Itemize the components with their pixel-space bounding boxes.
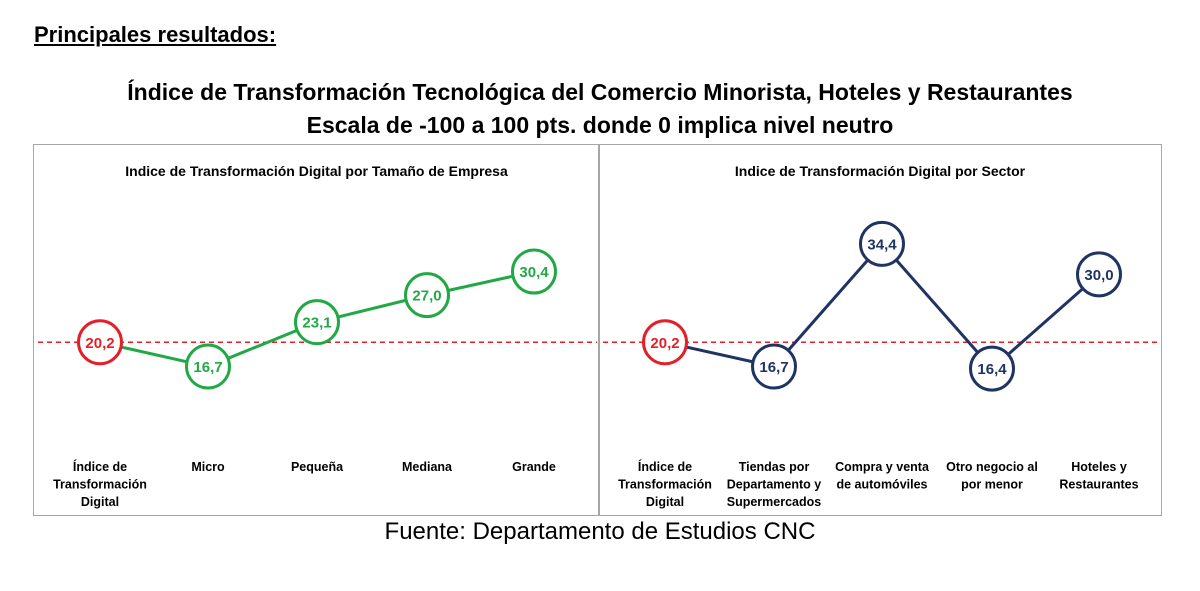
size-point-4: [511, 248, 557, 295]
size-point-3: [404, 272, 450, 319]
main-title-line1: Índice de Transformación Tecnológica del…: [127, 79, 1073, 105]
chart-panel-size: Indice de Transformación Digital por Tam…: [33, 144, 600, 516]
sector-point-1: [751, 343, 797, 390]
size-value-label-3: 27,0: [412, 288, 441, 305]
sector-point-0: [642, 319, 688, 366]
size-value-label-2: 23,1: [302, 315, 331, 332]
sector-point-2: [859, 220, 905, 267]
size-category-label-4: Grande: [512, 460, 556, 474]
size-value-label-0: 20,2: [85, 335, 114, 352]
size-category-label-3: Mediana: [402, 460, 453, 474]
sector-value-label-4: 30,0: [1084, 267, 1113, 284]
size-value-label-4: 30,4: [519, 264, 549, 281]
sector-point-3: [969, 345, 1015, 392]
source-note: Fuente: Departamento de Estudios CNC: [384, 518, 816, 545]
sector-category-label-0: Índice de Transformación Digital: [618, 459, 712, 509]
sector-value-label-0: 20,2: [650, 335, 679, 352]
size-point-1: [185, 343, 231, 390]
sector-value-label-2: 34,4: [867, 236, 897, 253]
sector-category-label-1: Tiendas por Departamento y Supermercados: [727, 460, 822, 509]
size-category-label-2: Pequeña: [291, 460, 344, 474]
sector-point-4: [1076, 251, 1122, 298]
chart-size-svg: 20,2 16,7 23,1 27,0 30,4 Índice de Transformac…: [38, 248, 597, 509]
chart-sector-svg: 20,2 16,7 34,4 16,4 30,0 Índice de Transformac…: [603, 220, 1159, 509]
sector-value-label-3: 16,4: [977, 361, 1007, 378]
size-category-label-0: Índice de Transformación Digital: [53, 459, 147, 509]
size-category-label-1: Micro: [191, 460, 225, 474]
sector-value-label-1: 16,7: [759, 359, 788, 376]
size-point-2: [294, 299, 340, 346]
sector-category-label-2: Compra y venta de automóviles: [835, 460, 930, 492]
section-heading: Principales resultados:: [34, 22, 277, 47]
chart-panel-sector: Indice de Transformación Digital por Sec…: [598, 144, 1162, 516]
sector-category-label-4: Hoteles y Restaurantes: [1059, 460, 1138, 492]
sector-category-label-3: Otro negocio al por menor: [946, 460, 1038, 492]
main-title-line2: Escala de -100 a 100 pts. donde 0 implic…: [306, 112, 894, 138]
size-value-label-1: 16,7: [193, 359, 222, 376]
chart-title-size: Indice de Transformación Digital por Tam…: [125, 163, 508, 179]
chart-title-sector: Indice de Transformación Digital por Sec…: [734, 163, 1026, 179]
size-point-0: [77, 319, 123, 366]
main-title: Índice de Transformación Tecnológica del…: [0, 76, 1200, 142]
